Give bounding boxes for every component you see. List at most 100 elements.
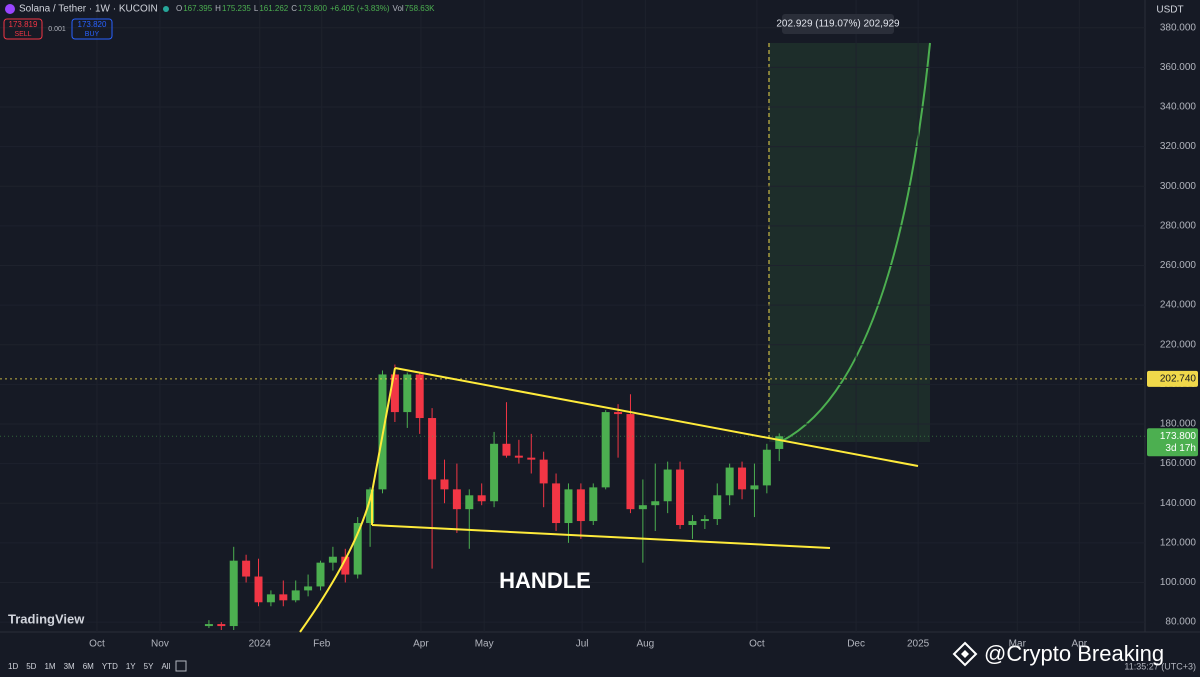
legend-key: O xyxy=(176,4,182,13)
status-dot xyxy=(163,6,169,12)
legend-key: Vol xyxy=(393,4,404,13)
period-button[interactable]: 1M xyxy=(44,662,55,671)
x-tick-label: 2025 xyxy=(907,639,930,650)
sell-button[interactable] xyxy=(3,18,43,40)
y-tick-label: 80.000 xyxy=(1165,617,1196,628)
symbol-icon xyxy=(5,4,15,14)
candle-body xyxy=(229,560,238,627)
candle-body xyxy=(750,485,759,490)
price-label: 202.740 xyxy=(1160,374,1197,385)
candle-body xyxy=(254,576,263,603)
x-tick-label: Jul xyxy=(576,639,589,650)
x-tick-label: Oct xyxy=(749,639,765,650)
candle-body xyxy=(477,495,486,502)
x-tick-label: Nov xyxy=(151,639,169,650)
period-button[interactable]: 3M xyxy=(64,662,75,671)
candle-body xyxy=(279,594,288,601)
candle-body xyxy=(291,590,300,601)
spread: 0.001 xyxy=(48,26,66,33)
candle-body xyxy=(539,459,548,484)
period-button[interactable]: 1Y xyxy=(126,662,136,671)
y-tick-label: 140.000 xyxy=(1160,498,1197,509)
candle-body xyxy=(341,556,350,575)
candle-body xyxy=(328,556,337,563)
candle-body xyxy=(266,594,275,603)
lower-trendline xyxy=(371,524,831,549)
candle-body xyxy=(242,560,251,577)
x-tick-label: Oct xyxy=(89,639,105,650)
period-button[interactable]: 1D xyxy=(8,662,18,671)
legend-key: L xyxy=(254,4,259,13)
y-tick-label: 240.000 xyxy=(1160,300,1197,311)
cup-line xyxy=(299,367,396,633)
y-tick-label: 340.000 xyxy=(1160,102,1197,113)
candle-body xyxy=(490,443,499,502)
buy-button[interactable] xyxy=(71,18,113,40)
buy-price: 173.820 xyxy=(78,20,107,29)
y-tick-label: 260.000 xyxy=(1160,260,1197,271)
candle-body xyxy=(452,489,461,510)
candle-body xyxy=(390,374,399,413)
watermark-icon xyxy=(952,641,978,667)
candle-body xyxy=(527,457,536,460)
candle-body xyxy=(514,455,523,458)
x-tick-label: 2024 xyxy=(249,639,272,650)
candle-body xyxy=(676,469,685,526)
buy-label: BUY xyxy=(85,31,100,38)
logo: TradingView xyxy=(8,611,85,626)
candle-body xyxy=(614,412,623,415)
measure-box xyxy=(782,14,894,34)
x-tick-label: Apr xyxy=(1072,639,1088,650)
symbol: Solana / Tether · 1W · KUCOIN xyxy=(19,4,158,15)
x-tick-label: Feb xyxy=(313,639,331,650)
x-tick-label: Aug xyxy=(636,639,654,650)
candle-body xyxy=(428,418,437,480)
period-button[interactable]: 6M xyxy=(83,662,94,671)
candle-body xyxy=(663,469,672,502)
candle-body xyxy=(552,483,561,524)
y-tick-label: 120.000 xyxy=(1160,537,1197,548)
date-range-button[interactable] xyxy=(175,660,187,672)
period-button[interactable]: All xyxy=(161,662,170,671)
candle-body xyxy=(589,487,598,522)
y-tick-label: 380.000 xyxy=(1160,22,1197,33)
legend-value: 161.262 xyxy=(259,4,288,13)
period-button[interactable]: 5D xyxy=(26,662,36,671)
legend-value: 173.800 xyxy=(298,4,327,13)
pattern-label: HANDLE xyxy=(499,568,591,593)
y-tick-label: 360.000 xyxy=(1160,62,1197,73)
price-label-box xyxy=(1147,370,1198,387)
measure-label: 202.929 (119.07%) 202,929 xyxy=(776,19,900,30)
legend-value: 167.395 xyxy=(183,4,212,13)
period-button[interactable]: 5Y xyxy=(144,662,154,671)
candle-body xyxy=(738,467,747,490)
period-button[interactable]: YTD xyxy=(102,662,118,671)
candle-body xyxy=(366,489,375,524)
candle-body xyxy=(775,436,784,449)
sell-price: 173.819 xyxy=(9,20,38,29)
sell-label: SELL xyxy=(14,31,31,38)
legend-value: 758.63K xyxy=(405,4,435,13)
candle-body xyxy=(638,505,647,510)
candle-body xyxy=(725,467,734,496)
price-sublabel: 3d 17h xyxy=(1165,443,1196,454)
candle-body xyxy=(217,624,226,627)
candle-body xyxy=(700,519,709,522)
y-tick-label: 160.000 xyxy=(1160,458,1197,469)
x-tick-label: Apr xyxy=(413,639,429,650)
y-tick-label: 220.000 xyxy=(1160,339,1197,350)
candle-body xyxy=(304,586,313,591)
y-tick-label: 300.000 xyxy=(1160,181,1197,192)
projection-zone xyxy=(769,43,930,442)
x-tick-label: Dec xyxy=(847,639,865,650)
y-tick-label: 280.000 xyxy=(1160,220,1197,231)
candle-body xyxy=(316,562,325,587)
legend-value: 175.235 xyxy=(222,4,251,13)
candle-body xyxy=(415,374,424,419)
candle-body xyxy=(651,501,660,506)
candle-body xyxy=(465,495,474,510)
candle-body xyxy=(502,443,511,456)
y-tick-label: 100.000 xyxy=(1160,577,1197,588)
